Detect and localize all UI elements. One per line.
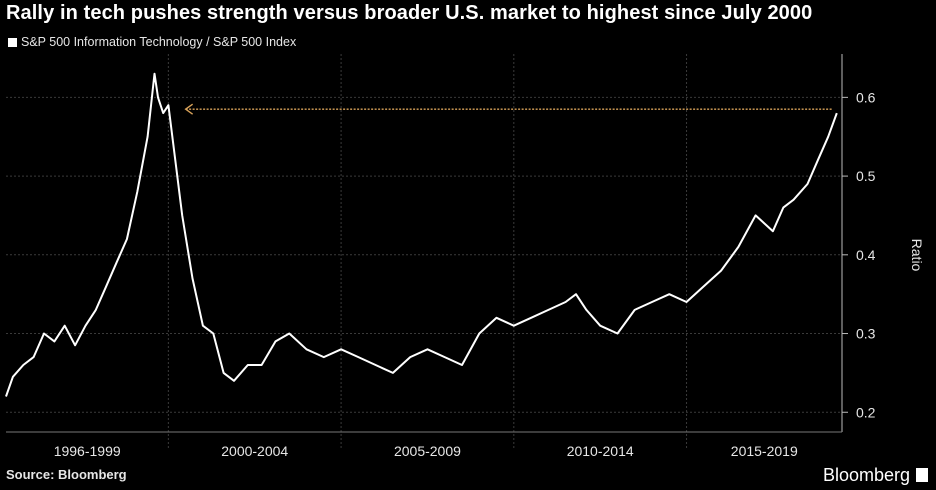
- y-tick-label: 0.5: [856, 168, 876, 184]
- legend-label: S&P 500 Information Technology / S&P 500…: [21, 35, 297, 49]
- legend-swatch: [8, 37, 17, 47]
- y-tick-label: 0.4: [856, 247, 876, 263]
- y-tick-label: 0.3: [856, 326, 876, 342]
- x-axis-labels: 1996-1999 2000-2004 2005-2009 2010-2014 2015…: [6, 431, 842, 459]
- series-line: [5, 72, 838, 397]
- arrow-annotation: [184, 103, 832, 115]
- arrow-head: [184, 103, 194, 115]
- bloomberg-logo-icon: [916, 468, 928, 482]
- legend: S&P 500 Information Technology / S&P 500…: [8, 35, 296, 49]
- y-axis-label: Ratio: [909, 239, 925, 272]
- source-note: Source: Bloomberg: [6, 467, 127, 482]
- y-tick-label: 0.2: [856, 404, 876, 420]
- x-tick-label: 2000-2004: [221, 443, 288, 459]
- chart-title: Rally in tech pushes strength versus bro…: [6, 2, 813, 24]
- x-tick-label: 2005-2009: [394, 443, 461, 459]
- y-axis-ticks: 0.2 0.3 0.4 0.5 0.6: [841, 54, 876, 432]
- x-tick-label: 2015-2019: [731, 443, 798, 459]
- x-tick-label: 1996-1999: [54, 443, 121, 459]
- grid: [6, 54, 842, 450]
- brand-name: Bloomberg: [822, 465, 910, 485]
- x-tick-label: 2010-2014: [567, 443, 634, 459]
- y-tick-label: 0.6: [856, 89, 876, 105]
